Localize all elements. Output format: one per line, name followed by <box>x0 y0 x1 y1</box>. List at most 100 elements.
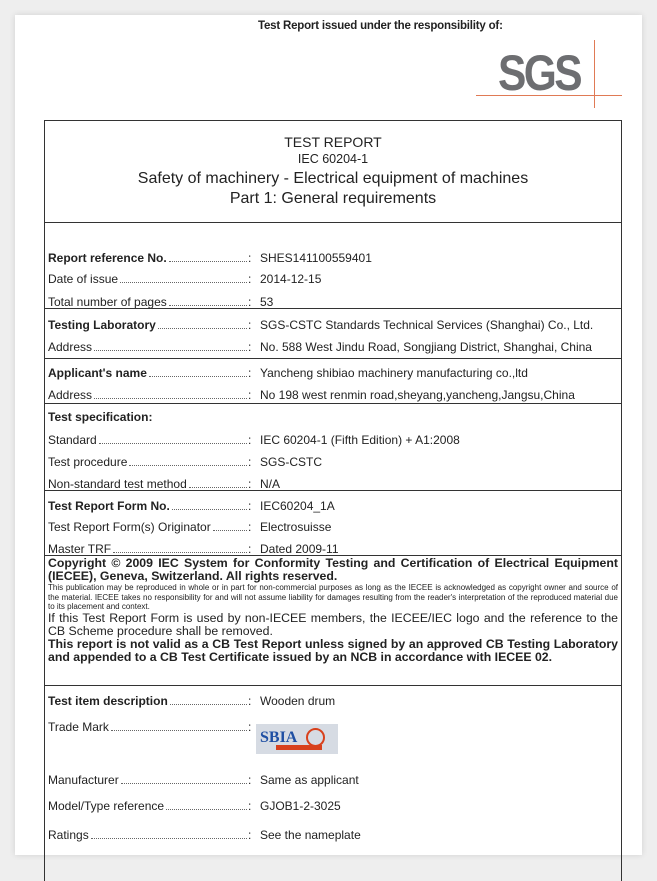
field-label-text: Testing Laboratory <box>48 318 156 332</box>
logo-vertical-line <box>594 40 595 108</box>
field-row: Standard: IEC 60204-1 (Fifth Edition) + A… <box>48 429 618 447</box>
field-label-text: Standard <box>48 433 97 447</box>
separator: : <box>248 477 252 491</box>
dot-leader <box>98 443 247 444</box>
field-row: Master TRF: Dated 2009-11 <box>48 538 618 556</box>
field-label-text: Test Report Form No. <box>48 499 170 513</box>
dot-leader <box>157 328 247 329</box>
field-label-text: Test procedure <box>48 455 128 469</box>
field-label-text: Address <box>48 388 93 402</box>
dot-leader <box>212 530 247 531</box>
sgs-logo-text: SGS <box>498 45 583 101</box>
separator: : <box>248 799 252 813</box>
field-label: Manufacturer <box>48 773 248 787</box>
field-label: Test Report Form No. <box>48 499 248 513</box>
separator: : <box>248 542 252 556</box>
field-row: Applicant's name: Yancheng shibiao machin… <box>48 362 618 380</box>
field-row: Test specification: <box>48 406 618 424</box>
separator: : <box>248 272 252 286</box>
field-label-text: Report reference No. <box>48 251 167 265</box>
field-value: IEC60204_1A <box>260 499 335 513</box>
separator: : <box>248 499 252 513</box>
dot-leader <box>113 552 247 553</box>
field-value: 2014-12-15 <box>260 272 322 286</box>
field-value: SGS-CSTC Standards Technical Services (S… <box>260 318 594 332</box>
field-label: Standard <box>48 433 248 447</box>
dot-leader <box>120 783 247 784</box>
field-label: Address <box>48 388 248 402</box>
dot-leader <box>171 509 247 510</box>
field-label: Non-standard test method <box>48 477 248 491</box>
field-row: Test Report Form(s) Originator: Electrosu… <box>48 516 618 534</box>
divider <box>45 358 621 359</box>
separator: : <box>248 340 252 354</box>
field-label: Model/Type reference <box>48 799 248 813</box>
trademark-logo: SBIA <box>256 724 338 754</box>
field-label: Trade Mark <box>48 720 248 734</box>
field-row: Manufacturer: Same as applicant <box>48 769 618 787</box>
field-label-text: Test item description <box>48 694 168 708</box>
field-row: Test Report Form No.: IEC60204_1A <box>48 495 618 513</box>
copyright-notice: If this Test Report Form is used by non-… <box>48 610 618 638</box>
field-value: No. 588 West Jindu Road, Songjiang Distr… <box>260 340 592 354</box>
validity-notice: This report is not valid as a CB Test Re… <box>48 636 618 664</box>
copyright-heading: Copyright © 2009 IEC System for Conformi… <box>48 556 618 583</box>
dot-leader <box>129 465 247 466</box>
field-label-text: Total number of pages <box>48 295 167 309</box>
field-value: 53 <box>260 295 274 309</box>
divider <box>45 308 621 309</box>
dot-leader <box>166 809 247 810</box>
field-label-text: Master TRF <box>48 542 112 556</box>
separator: : <box>248 388 252 402</box>
trademark-bar <box>276 745 322 750</box>
standard-number: IEC 60204-1 <box>297 152 369 166</box>
field-label-text: Test Report Form(s) Originator <box>48 520 211 534</box>
field-label-text: Manufacturer <box>48 773 119 787</box>
field-label-text: Date of issue <box>48 272 119 286</box>
field-label-text: Non-standard test method <box>48 477 187 491</box>
field-row: Test procedure: SGS-CSTC <box>48 451 618 469</box>
field-label: Test specification: <box>48 410 248 424</box>
field-row: Date of issue:2014-12-15 <box>48 268 618 286</box>
report-table: TEST REPORT IEC 60204-1 Safety of machin… <box>44 120 622 881</box>
dot-leader <box>94 398 247 399</box>
dot-leader <box>148 376 247 377</box>
separator: : <box>248 455 252 469</box>
issued-by-text: Test Report issued under the responsibil… <box>258 20 503 32</box>
dot-leader <box>168 261 247 262</box>
field-label-text: Trade Mark <box>48 720 109 734</box>
divider <box>45 490 621 491</box>
field-label: Test Report Form(s) Originator <box>48 520 248 534</box>
copyright-block: Copyright © 2009 IEC System for Conformi… <box>48 557 618 664</box>
field-row: Trade Mark: <box>48 716 618 734</box>
dot-leader <box>188 487 247 488</box>
field-label: Applicant's name <box>48 366 248 380</box>
field-row: Model/Type reference: GJOB1-2-3025 <box>48 795 618 813</box>
field-value: Electrosuisse <box>260 520 332 534</box>
field-row: Test item description: Wooden drum <box>48 690 618 708</box>
field-label: Test procedure <box>48 455 248 469</box>
field-value: Wooden drum <box>260 694 336 708</box>
title-box: TEST REPORT IEC 60204-1 Safety of machin… <box>45 121 621 223</box>
separator: : <box>248 720 252 734</box>
dot-leader <box>90 838 247 839</box>
field-value: GJOB1-2-3025 <box>260 799 341 813</box>
field-value: No 198 west renmin road,sheyang,yancheng… <box>260 388 575 402</box>
document-page <box>15 15 642 855</box>
copyright-body: This publication may be reproduced in wh… <box>48 583 618 611</box>
field-label: Date of issue <box>48 272 248 286</box>
separator: : <box>248 433 252 447</box>
dot-leader <box>169 704 247 705</box>
separator: : <box>248 694 252 708</box>
separator: : <box>248 773 252 787</box>
field-value: N/A <box>260 477 281 491</box>
field-label: Total number of pages <box>48 295 248 309</box>
field-label: Testing Laboratory <box>48 318 248 332</box>
sgs-logo: SGS <box>476 40 622 110</box>
separator: : <box>248 251 252 265</box>
field-value: SGS-CSTC <box>260 455 323 469</box>
field-value: IEC 60204-1 (Fifth Edition) + A1:2008 <box>260 433 460 447</box>
field-label: Test item description <box>48 694 248 708</box>
divider <box>45 403 621 404</box>
separator: : <box>248 366 252 380</box>
